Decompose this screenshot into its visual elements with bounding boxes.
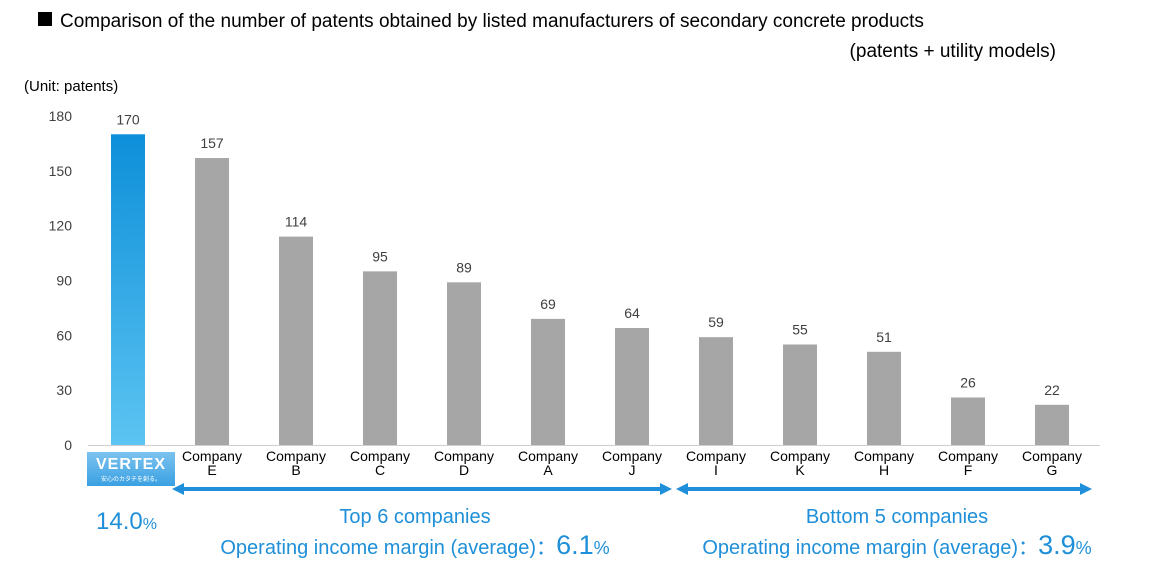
chart-title: Comparison of the number of patents obta… [38,10,924,34]
data-label: 26 [960,374,976,390]
y-tick-label: 90 [56,273,72,289]
x-tick-label: I [714,462,718,478]
vertex-logo: VERTEX 安心のカタチを創る。 [87,452,175,486]
bar [951,397,985,445]
bar [363,271,397,445]
y-axis: 0 30 60 90 120 150 180 [49,108,73,453]
y-tick-label: 180 [49,108,73,124]
group-margin-prefix: Operating income margin (average)： [702,537,1039,559]
data-label: 55 [792,321,808,337]
arrow-left-icon [676,483,688,495]
chart-title-text: Comparison of the number of patents obta… [60,11,924,32]
vertex-margin-value: 14.0 [96,508,143,535]
x-tick-label: Company [434,448,494,464]
group-margin-unit: % [1075,538,1092,558]
data-label: 64 [624,305,640,321]
data-label: 157 [200,135,224,151]
group-margin: Operating income margin (average)：3.9% [672,530,1122,563]
x-tick-label: Company [350,448,410,464]
data-labels: 170 157 114 95 89 69 64 59 55 51 26 22 [116,111,1060,398]
x-tick-label: Company [602,448,662,464]
data-label: 170 [116,111,140,127]
chart-subtitle: (patents + utility models) [849,41,1056,62]
x-tick-label: E [207,462,216,478]
data-label: 89 [456,259,472,275]
y-tick-label: 60 [56,327,72,343]
y-tick-label: 30 [56,382,72,398]
bar [447,282,481,445]
group-label-bottom5: Bottom 5 companies Operating income marg… [672,504,1122,563]
bar [1035,404,1069,445]
square-bullet-icon [38,12,52,26]
x-tick-label: F [964,462,973,478]
x-tick-label: H [879,462,889,478]
group-arrows [172,483,1092,495]
arrow-right-icon [1080,483,1092,495]
bar [783,344,817,445]
data-label: 95 [372,248,388,264]
x-tick-label: B [291,462,300,478]
group-margin-unit: % [593,538,610,558]
unit-label: (Unit: patents) [24,78,119,95]
vertex-logo-tagline: 安心のカタチを創る。 [100,477,161,483]
x-tick-label: Company [686,448,746,464]
data-label: 114 [285,214,308,230]
group-title: Top 6 companies [339,506,491,528]
x-tick-label: A [543,462,553,478]
bar [195,158,229,446]
data-label: 22 [1044,382,1060,398]
x-tick-label: D [459,462,469,478]
bar [531,318,565,445]
arrow-left-icon [172,483,184,495]
x-tick-label: Company [518,448,578,464]
arrow-right-icon [660,483,672,495]
group-margin: Operating income margin (average)：6.1% [190,530,640,563]
x-tick-label: Company [182,448,242,464]
bars [111,134,1069,446]
bar [867,351,901,445]
y-tick-label: 150 [49,163,73,179]
bar [699,337,733,445]
group-title: Bottom 5 companies [805,506,989,528]
x-tick-label: Company [770,448,830,464]
vertex-margin: 14.0% [96,508,157,536]
x-tick-label: G [1047,462,1058,478]
data-label: 51 [876,329,892,345]
x-tick-label: C [375,462,385,478]
group-label-top6: Top 6 companies Operating income margin … [190,504,640,563]
bar [279,236,313,445]
data-label: 59 [708,314,724,330]
x-tick-label: K [795,462,805,478]
y-tick-label: 0 [64,437,72,453]
x-tick-label: J [629,462,636,478]
x-tick-label: Company [938,448,998,464]
x-tick-label: Company [266,448,326,464]
x-tick-label: Company [854,448,914,464]
vertex-margin-unit: % [142,516,157,533]
group-margin-prefix: Operating income margin (average)： [220,537,557,559]
group-margin-value: 6.1 [556,530,594,560]
y-tick-label: 120 [49,218,73,234]
bar [615,328,649,445]
vertex-logo-name: VERTEX [95,456,166,473]
data-label: 69 [540,296,556,312]
x-axis-labels: CompanyECompanyBCompanyCCompanyDCompanyA… [182,448,1082,478]
group-margin-value: 3.9 [1038,530,1076,560]
x-tick-label: Company [1022,448,1082,464]
bar [111,134,145,445]
